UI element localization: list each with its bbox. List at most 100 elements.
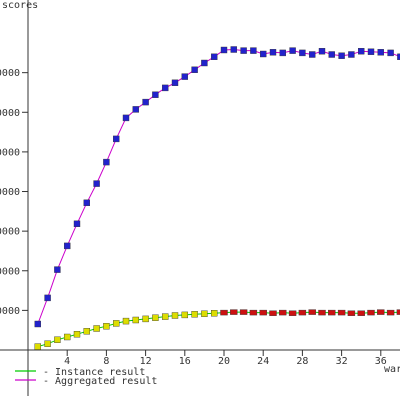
instance-result-point <box>73 331 81 338</box>
legend-instance-label: - Instance result <box>43 367 145 378</box>
aggregated-result-point <box>152 91 159 98</box>
aggregated-result-point <box>142 98 149 106</box>
x-tick-label: 28 <box>296 356 308 367</box>
instance-result-point <box>259 309 267 316</box>
instance-result-point <box>367 309 375 316</box>
instance-result-point <box>63 333 71 341</box>
x-ticks: 48121620242832364044 <box>64 350 387 367</box>
aggregated-result-point <box>73 220 81 228</box>
instance-result-point <box>93 325 100 332</box>
aggregated-result-point <box>230 46 238 53</box>
aggregated-result-point <box>309 51 316 58</box>
instance-result-point <box>181 311 189 319</box>
aggregated-result-point <box>279 49 286 57</box>
aggregated-result-point <box>328 51 335 58</box>
y-tick-label: 4900000 <box>0 68 20 79</box>
x-tick-label: 4 <box>64 356 70 367</box>
instance-result-point <box>298 309 307 316</box>
aggregated-result-point <box>34 320 41 328</box>
aggregated-result-point <box>240 47 247 54</box>
series-layer <box>34 46 400 350</box>
aggregated-result-point <box>269 49 277 56</box>
legend: - Instance result - Aggregated result <box>15 367 157 387</box>
instance-result-point <box>152 314 159 321</box>
y-tick-label: 2800000 <box>0 187 20 198</box>
aggregated-result-point <box>93 180 100 187</box>
instance-result-point <box>161 313 169 320</box>
instance-result-point <box>269 310 277 316</box>
instance-result-point <box>230 309 238 315</box>
x-tick-label: 32 <box>336 356 348 367</box>
aggregated-result-point <box>44 294 51 302</box>
instance-result-point <box>54 336 61 343</box>
instance-result-point <box>347 310 356 316</box>
aggregated-result-point <box>210 53 218 60</box>
instance-result-point <box>83 328 91 335</box>
instance-result-point <box>337 309 346 316</box>
instance-result-point <box>279 309 287 316</box>
instance-result-point <box>132 316 140 324</box>
instance-result-point <box>386 309 395 316</box>
instance-result-point <box>220 309 228 316</box>
instance-result-point <box>210 310 218 317</box>
aggregated-result-point <box>191 66 198 74</box>
aggregated-result-point <box>289 47 296 54</box>
instance-result-point <box>328 309 336 316</box>
aggregated-result-point <box>171 79 179 87</box>
instance-result-point <box>103 323 110 330</box>
aggregated-result-point <box>122 114 130 122</box>
y-tick-label: 1400000 <box>0 266 20 277</box>
y-tick-label: 700000 <box>0 306 20 317</box>
instance-result-point <box>308 309 316 315</box>
aggregated-result-point <box>103 158 110 166</box>
instance-result-point <box>357 310 365 316</box>
aggregated-result-point <box>260 50 267 58</box>
instance-result-point <box>318 309 326 316</box>
aggregated-result-point <box>358 48 365 55</box>
aggregated-result-point <box>377 49 384 56</box>
aggregated-result-point <box>112 135 120 143</box>
aggregated-result-point <box>83 199 91 207</box>
instance-result-point <box>34 343 41 350</box>
aggregated-result-point <box>348 51 355 58</box>
aggregated-result-point <box>161 84 169 92</box>
instance-result-point <box>171 312 179 319</box>
aggregated-result-line <box>37 48 400 325</box>
x-tick-label: 8 <box>103 356 109 367</box>
instance-result-point <box>112 320 120 327</box>
instance-result-point <box>122 317 130 325</box>
x-tick-label: 16 <box>179 356 191 367</box>
aggregated-result-point <box>132 106 140 113</box>
instance-result-point <box>249 309 258 316</box>
x-axis-title: war <box>384 364 400 375</box>
instance-result-point <box>239 309 248 315</box>
instance-result-point <box>191 311 198 318</box>
y-tick-label: 4200000 <box>0 108 20 119</box>
x-tick-label: 20 <box>218 356 230 367</box>
y-tick-label: 3500000 <box>0 147 20 158</box>
aggregated-result-point <box>181 73 189 80</box>
aggregated-result-point <box>387 49 394 57</box>
legend-aggregated-label: - Aggregated result <box>43 376 157 387</box>
instance-result-point <box>44 340 51 347</box>
aggregated-result-point <box>299 49 306 57</box>
y-axis-title: scores <box>2 0 38 11</box>
aggregated-result-point <box>250 47 257 54</box>
x-tick-label: 36 <box>375 356 387 367</box>
x-tick-label: 12 <box>140 356 152 367</box>
instance-result-line <box>37 311 400 348</box>
aggregated-result-point <box>63 242 71 250</box>
aggregated-result-point <box>220 46 228 54</box>
y-ticks: 700000 1400000 2100000 2800000 3500000 420000… <box>0 68 28 317</box>
aggregated-result-point <box>318 48 326 55</box>
x-tick-label: 24 <box>257 356 269 367</box>
instance-result-point <box>377 309 385 315</box>
aggregated-result-point <box>201 59 208 67</box>
aggregated-result-point <box>338 52 345 59</box>
instance-result-point <box>142 315 149 323</box>
y-tick-label: 2100000 <box>0 227 20 238</box>
instance-result-point <box>396 309 400 315</box>
instance-result-point <box>201 310 208 317</box>
